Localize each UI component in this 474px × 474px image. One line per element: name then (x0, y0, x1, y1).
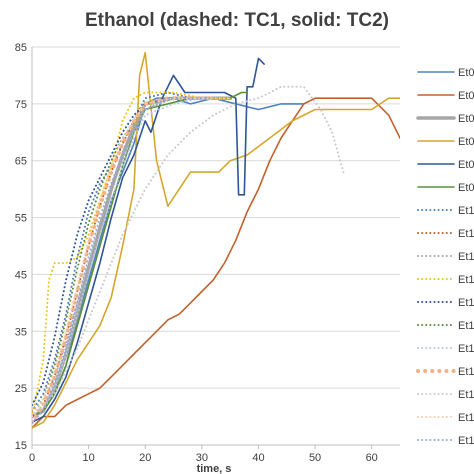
x-tick-label: 40 (252, 452, 264, 464)
legend-label: Et1 (458, 343, 474, 355)
legend-label: Et0 (458, 113, 474, 125)
legend-label: Et1 (458, 274, 474, 286)
y-tick-label: 65 (15, 156, 27, 168)
y-tick-label: 45 (15, 269, 27, 281)
y-tick-label: 75 (15, 99, 27, 111)
legend-label: Et1 (458, 251, 474, 263)
legend-label: Et1 (458, 412, 474, 424)
x-axis-title: time, s (197, 463, 232, 474)
legend-label: Et1 (458, 297, 474, 309)
series-line-11 (32, 97, 203, 407)
y-tick-label: 35 (15, 326, 27, 338)
series-lines (32, 51, 400, 429)
legend-label: Et1 (458, 435, 474, 447)
series-line-4 (32, 51, 400, 429)
series-line-13 (32, 97, 203, 424)
series-line-10 (32, 91, 232, 418)
x-tick-label: 50 (309, 452, 321, 464)
series-line-17 (32, 97, 215, 424)
x-tick-label: 30 (196, 452, 208, 464)
y-tick-label: 15 (15, 440, 27, 452)
legend-label: Et1 (458, 366, 474, 378)
legend-label: Et1 (458, 228, 474, 240)
series-line-2 (32, 97, 400, 429)
x-tick-label: 0 (29, 452, 35, 464)
y-tick-label: 85 (15, 42, 27, 54)
legend-label: Et1 (458, 205, 474, 217)
x-tick-label: 20 (139, 452, 151, 464)
series-line-15 (32, 85, 345, 418)
series-line-14 (32, 96, 216, 425)
legend-label: Et0 (458, 67, 474, 79)
legend-label: Et0 (458, 159, 474, 171)
series-line-12 (32, 97, 175, 418)
x-tick-label: 10 (82, 452, 94, 464)
legend-label: Et1 (458, 389, 474, 401)
axes (31, 47, 400, 449)
tick-labels: 15 25 35 45 55 65 75 85 0 10 20 30 40 50 60 (15, 42, 378, 464)
series-line-16 (32, 97, 232, 418)
series-line-6 (32, 91, 248, 418)
y-tick-label: 25 (15, 383, 27, 395)
chart-title: Ethanol (dashed: TC1, solid: TC2) (84, 10, 389, 31)
legend-label: Et0 (458, 136, 474, 148)
legend-label: Et0 (458, 90, 474, 102)
legend: Et0 Et0 Et0 Et0 Et0 Et0 Et1 Et1 Et1 Et1 Et1 Et1 Et1 E… (416, 67, 474, 447)
x-tick-label: 60 (366, 452, 378, 464)
legend-label: Et0 (458, 182, 474, 194)
legend-label: Et1 (458, 320, 474, 332)
y-tick-label: 55 (15, 213, 27, 225)
series-line-5 (32, 57, 265, 424)
